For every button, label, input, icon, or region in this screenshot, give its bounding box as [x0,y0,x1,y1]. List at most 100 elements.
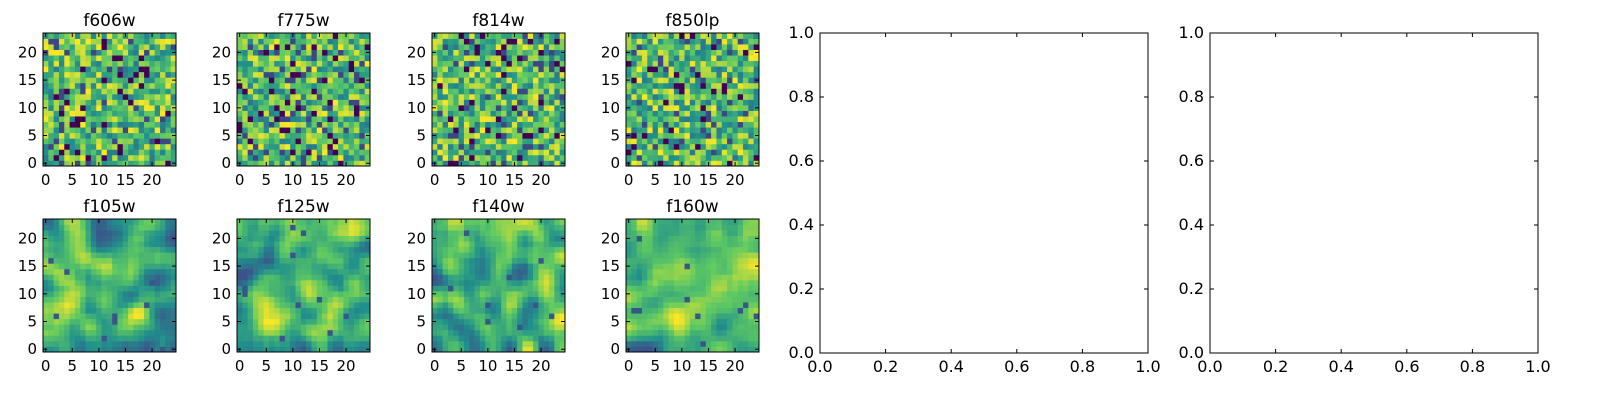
heatmap-cell [48,224,54,231]
heatmap-cell [128,302,134,309]
heatmap-cell [533,110,539,117]
heatmap-cell [458,335,465,342]
heatmap-cell [90,160,97,167]
heatmap-cell [322,138,328,145]
heatmap-cell [165,33,172,39]
heatmap-cell [442,121,449,128]
heatmap-cell [527,257,534,264]
heatmap-cell [442,33,449,39]
heatmap-cell [495,340,502,347]
heatmap-cell [559,302,566,309]
heatmap-cell [165,296,172,303]
heatmap-cell [543,93,550,100]
heatmap-cell [53,335,60,342]
heatmap-cell [679,252,685,259]
heatmap-cell [732,274,739,281]
heatmap-cell [252,274,259,281]
heatmap-cell [332,110,339,117]
heatmap-cell [327,263,334,270]
heatmap-cell [522,71,529,78]
heatmap-cell [469,121,475,128]
heatmap-cell [469,329,475,336]
heatmap-cell [657,307,664,314]
heatmap-cell [69,329,76,336]
heatmap-cell [237,138,243,145]
heatmap-cell [695,60,701,67]
heatmap-cell [268,313,275,320]
heatmap-cell [247,110,254,117]
heatmap-cell [511,302,518,309]
heatmap-cell [554,235,561,242]
heatmap-cell [85,149,92,156]
heatmap-cell [716,291,723,297]
heatmap-cell [511,235,518,242]
heatmap-cell [149,313,156,320]
heatmap-cell [533,252,539,259]
heatmap-cell [338,252,344,259]
heatmap-cell [641,49,648,56]
heatmap-cell [268,307,275,314]
heatmap-cell [474,235,481,242]
heatmap-cell [641,38,648,45]
heatmap-cell [74,38,81,45]
heatmap-cell [279,149,286,156]
heatmap-cell [647,263,653,270]
heatmap-cell [80,241,86,248]
heatmap-cell [636,274,643,281]
heatmap-cell [348,82,355,89]
heatmap-cell [527,285,534,292]
heatmap-cell [364,38,371,45]
heatmap-cell [274,257,280,264]
heatmap-cell [485,77,491,84]
heatmap-cell [300,241,307,248]
heatmap-cell [679,127,685,134]
heatmap-cell [506,77,513,84]
heatmap-cell [48,105,54,111]
heatmap-cell [695,324,701,331]
heatmap-cell [636,313,643,320]
heatmap-cell [53,263,60,270]
heatmap-cell [268,285,275,292]
heatmap-cell [327,77,334,84]
heatmap-cell [290,127,296,134]
heatmap-cell [58,219,65,225]
heatmap-cell [684,230,691,236]
heatmap-cell [74,324,81,331]
heatmap-cell [447,235,454,242]
panel-title: f140w [472,197,524,217]
heatmap-cell [354,346,360,353]
heatmap-cell [663,55,669,62]
heatmap-cell [348,116,355,123]
heatmap-cell [69,143,76,150]
heatmap-cell [101,132,108,139]
heatmap-cell [743,252,749,259]
y-tick-label: 10 [18,285,37,303]
heatmap-cell [490,230,497,236]
heatmap-cell [343,329,350,336]
heatmap-cell [626,324,632,331]
heatmap-cell [495,324,502,331]
heatmap-cell [300,246,307,253]
heatmap-cell [165,55,172,62]
heatmap-cell [138,324,145,331]
heatmap-cell [43,313,49,320]
heatmap-cell [668,149,675,156]
heatmap-cell [453,88,459,95]
heatmap-cell [549,66,555,73]
heatmap-cell [74,296,81,303]
heatmap-cell [711,246,717,253]
heatmap-cell [506,55,513,62]
heatmap-cell [279,268,286,275]
heatmap-cell [538,93,545,100]
heatmap-cell [641,257,648,264]
heatmap-cell [354,77,360,84]
heatmap-cell [453,121,459,128]
heatmap-cell [348,60,355,67]
heatmap-cell [748,121,755,128]
heatmap-cell [689,268,696,275]
heatmap-cell [106,346,113,353]
heatmap-cell [112,38,118,45]
heatmap-cell [663,279,669,286]
heatmap-cell [258,99,264,106]
heatmap-cell [274,307,280,314]
